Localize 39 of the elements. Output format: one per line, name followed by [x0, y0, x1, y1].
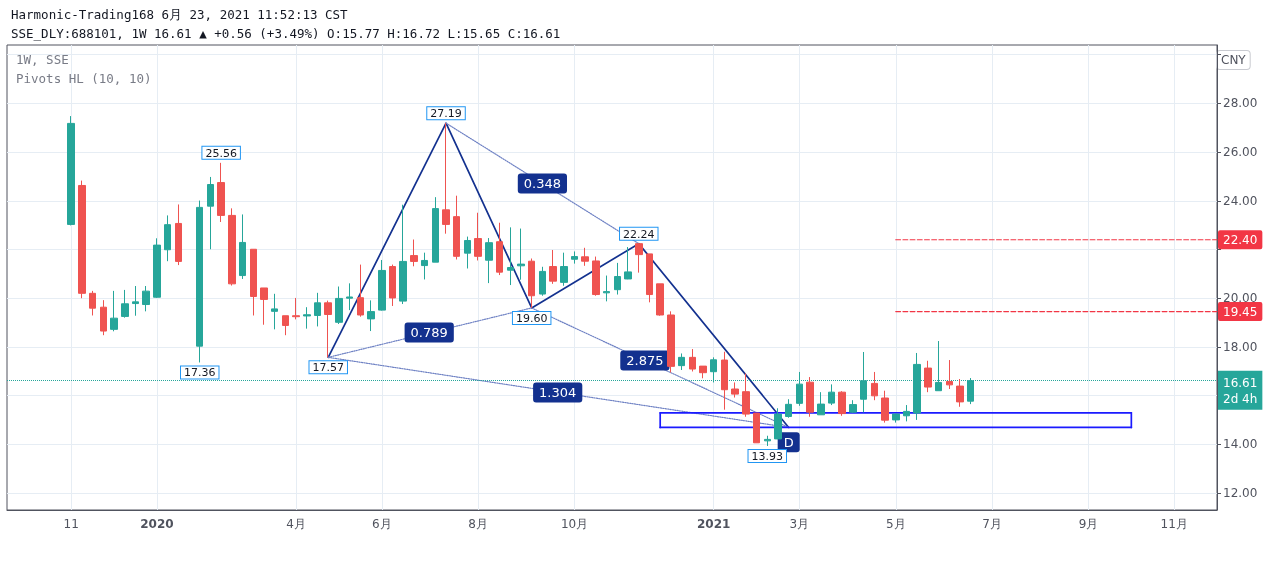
x-tick-label: 8月 — [468, 517, 488, 531]
annotation: 1W, SSE — [16, 52, 69, 67]
y-tick-label: 20.00 — [1223, 291, 1258, 306]
x-tick-label: 4月 — [286, 517, 306, 531]
chart-title: Harmonic-Trading168 6月 23, 2021 11:52:13 CST — [11, 7, 349, 22]
annotation: 22.24 — [623, 227, 655, 241]
y-axis-title: CNY — [1221, 53, 1247, 67]
chart-subtitle: SSE_DLY:688101, 1W 16.61 ▲ +0.56 (+3.49%) O:15.77 H:16.72 L:15.65 C:16.61 — [11, 26, 561, 41]
annotation: 19.60 — [515, 311, 548, 325]
annotation: 0.348 — [523, 176, 562, 192]
annotation: 13.93 — [751, 449, 784, 463]
x-tick-label: 10月 — [560, 517, 589, 531]
x-tick-label: 2020 — [140, 517, 174, 531]
y-tick-label: 12.00 — [1223, 485, 1258, 500]
x-tick-label: 3月 — [789, 517, 810, 531]
y-tick-label: 26.00 — [1223, 145, 1258, 160]
y-tick-label: 14.00 — [1223, 437, 1258, 452]
annotation: 17.57 — [312, 361, 344, 375]
x-tick-label: 9月 — [1078, 517, 1099, 531]
y-tick-label: 24.00 — [1223, 193, 1258, 208]
data-label: 19.45 — [1223, 304, 1258, 319]
data-label: 22.40 — [1223, 232, 1258, 247]
x-tick-label: 6月 — [371, 517, 392, 531]
x-tick-label: 11月 — [1160, 517, 1188, 531]
x-tick-label: 2021 — [697, 517, 731, 531]
annotation: 27.19 — [430, 107, 462, 121]
y-tick-label: 18.00 — [1223, 339, 1258, 354]
annotation: Pivots HL (10, 10) — [16, 71, 152, 86]
annotation: 1.304 — [539, 384, 577, 400]
x-tick-label: 5月 — [885, 517, 906, 531]
annotation: D — [783, 434, 794, 450]
ref-line-label: 16.61 2d 4h — [1223, 375, 1258, 406]
annotation: 2.875 — [626, 353, 664, 369]
y-tick-label: 28.00 — [1223, 96, 1258, 111]
x-tick-label: 7月 — [982, 517, 1002, 531]
x-tick-label: 11 — [63, 517, 79, 531]
annotation: 25.56 — [205, 146, 237, 160]
annotation: 17.36 — [183, 366, 216, 380]
annotation: 0.789 — [410, 325, 448, 341]
